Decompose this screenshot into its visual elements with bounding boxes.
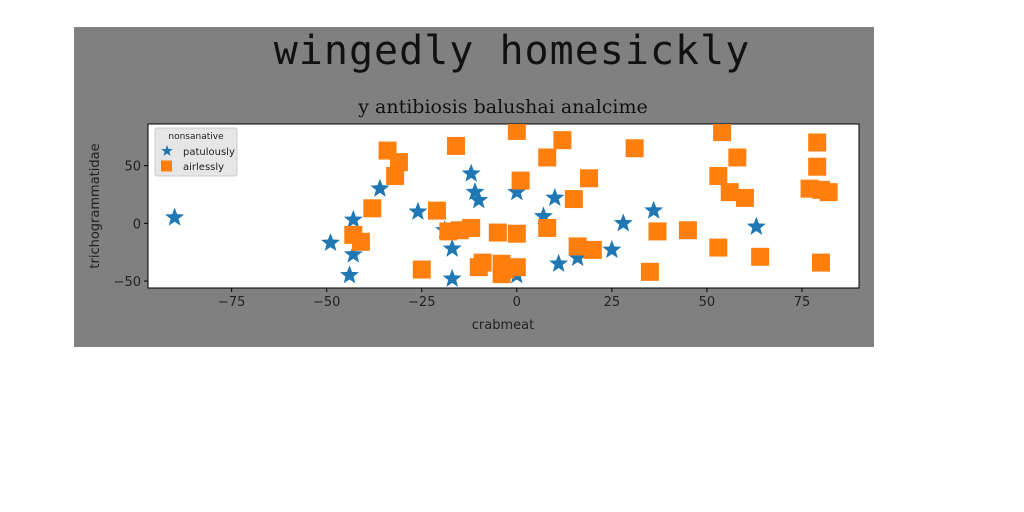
y-tick-label: −50 <box>114 275 141 290</box>
x-tick-label: 0 <box>513 295 521 310</box>
scatter-point-square <box>625 139 644 158</box>
scatter-point-star <box>165 207 185 226</box>
scatter-point-square <box>728 148 747 167</box>
scatter-point-star <box>533 206 553 225</box>
scatter-point-square <box>427 201 446 220</box>
scatter-point-star <box>469 190 489 209</box>
scatter-point-square <box>507 124 526 140</box>
scatter-point-star <box>746 216 766 235</box>
scatter-point-star <box>343 244 363 263</box>
scatter-point-square <box>709 166 728 185</box>
scatter-point-square <box>386 166 405 185</box>
scatter-point-star <box>568 247 588 267</box>
scatter-point-square <box>720 183 739 202</box>
scatter-point-star <box>442 268 462 287</box>
scatter-point-square <box>811 253 830 272</box>
x-tick-label: 75 <box>794 295 811 310</box>
scatter-point-square <box>735 188 754 207</box>
scatter-point-square <box>462 218 481 237</box>
scatter-point-square <box>808 133 827 152</box>
scatter-point-square <box>553 131 572 150</box>
scatter-point-square <box>473 253 492 272</box>
legend-marker-square <box>161 160 172 172</box>
scatter-point-square <box>709 238 728 257</box>
scatter-point-star <box>461 163 481 182</box>
scatter-point-square <box>640 262 659 281</box>
scatter-point-square <box>819 183 838 202</box>
x-tick-label: −25 <box>408 295 435 310</box>
scatter-point-star <box>442 238 462 257</box>
scatter-point-star <box>644 200 664 219</box>
scatter-point-square <box>507 224 526 243</box>
scatter-point-square <box>538 218 557 237</box>
scatter-point-square <box>351 232 370 251</box>
scatter-point-square <box>446 136 465 155</box>
x-tick-label: −75 <box>218 295 245 310</box>
scatter-point-star <box>465 182 485 201</box>
scatter-point-star <box>343 209 363 228</box>
scatter-point-square <box>488 223 507 242</box>
scatter-point-square <box>808 157 827 176</box>
legend-marker-star <box>161 145 173 156</box>
scatter-point-square <box>507 258 526 277</box>
y-tick-label: 0 <box>133 217 141 232</box>
scatter-point-square <box>751 247 770 266</box>
scatter-point-square <box>678 221 697 240</box>
legend-title: nonsanative <box>168 132 224 142</box>
x-tick-label: 50 <box>699 295 716 310</box>
scatter-point-star <box>549 253 569 272</box>
y-axis-ticks: −50 0 50 <box>114 160 148 290</box>
legend-box <box>154 127 238 177</box>
scatter-point-square <box>713 124 732 142</box>
scatter-point-square <box>538 148 557 167</box>
y-tick-label: 50 <box>124 160 141 175</box>
data-markers <box>165 124 838 287</box>
scatter-point-square <box>412 260 431 279</box>
y-axis-label: trichogrammatidae <box>88 143 103 268</box>
x-axis-label: crabmeat <box>472 318 534 333</box>
scatter-point-star <box>320 232 341 252</box>
x-axis-ticks: −75 −50 −25 0 25 50 75 <box>218 288 810 310</box>
scatter-point-star <box>507 182 527 201</box>
legend: nonsanative patulously airlessly <box>154 127 238 177</box>
legend-entry-label: airlessly <box>183 162 224 173</box>
chart-title: y antibiosis balushai analcime <box>357 96 648 118</box>
scatter-point-square <box>564 190 583 209</box>
scatter-point-star <box>613 213 633 232</box>
scatter-point-star <box>408 201 428 220</box>
scatter-point-square <box>580 169 599 188</box>
x-tick-label: 25 <box>604 295 621 310</box>
scatter-point-square <box>583 240 602 259</box>
scatter-point-star <box>370 178 390 197</box>
scatter-point-square <box>511 171 530 190</box>
scatter-point-square <box>363 199 382 218</box>
legend-entry-label: patulously <box>183 147 235 158</box>
scatter-point-star <box>545 187 565 207</box>
scatter-point-square <box>389 153 408 172</box>
x-tick-label: −50 <box>313 295 340 310</box>
scatter-point-square <box>648 222 667 241</box>
scatter-point-star <box>602 239 622 258</box>
scatter-point-star <box>340 265 360 284</box>
scatter-point-square <box>568 237 587 256</box>
figure-suptitle: wingedly homesickly <box>273 28 751 74</box>
